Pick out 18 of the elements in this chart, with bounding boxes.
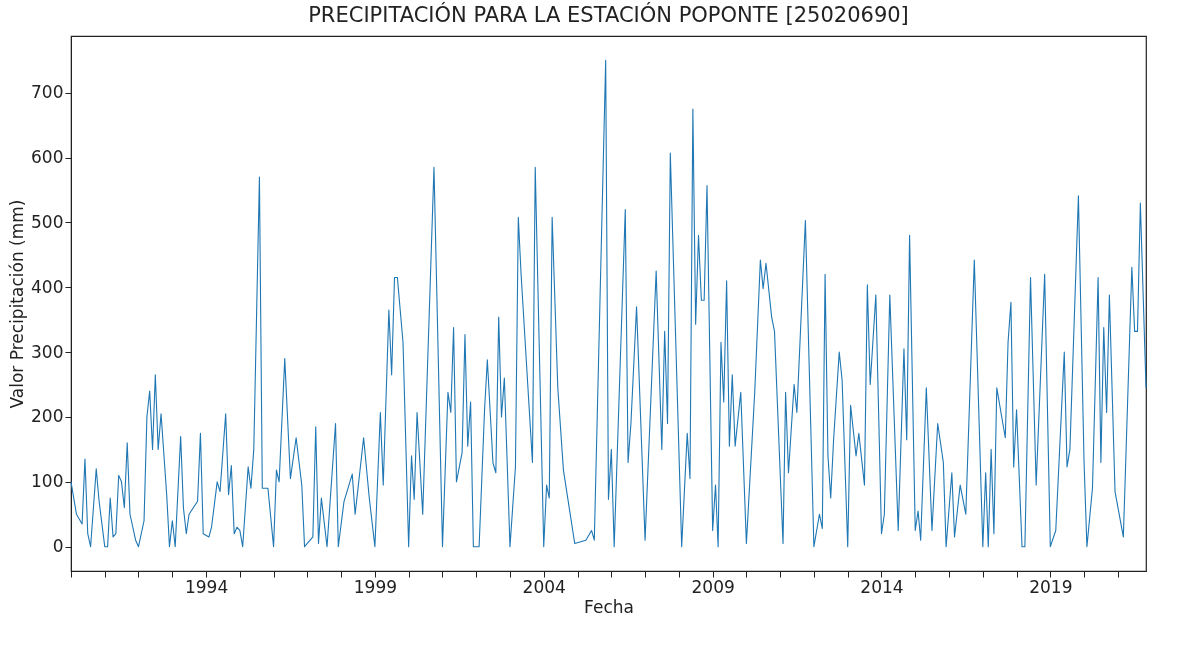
line-series: [70, 59, 1147, 548]
y-axis-title: Valor Precipitación (mm): [7, 199, 28, 409]
y-tick-label: 100: [31, 471, 64, 492]
x-tick-label: 2014: [860, 576, 904, 597]
y-tick-label: 500: [31, 211, 64, 232]
y-tick-label: 600: [31, 147, 64, 168]
x-tick-label: 2009: [691, 576, 735, 597]
y-tick-label: 400: [31, 276, 64, 297]
chart-title: PRECIPITACIÓN PARA LA ESTACIÓN POPONTE [25020690]: [308, 2, 909, 27]
y-tick-label: 300: [31, 341, 64, 362]
y-tick-label: 0: [52, 536, 64, 557]
x-tick-label: 2019: [1029, 576, 1073, 597]
x-axis-title: Fecha: [584, 596, 634, 617]
x-tick-label: 2004: [522, 576, 566, 597]
x-tick-label: 1999: [353, 576, 398, 597]
x-tick-label: 1994: [184, 576, 229, 597]
y-tick-label: 200: [31, 406, 64, 427]
y-tick-label: 700: [31, 82, 64, 103]
